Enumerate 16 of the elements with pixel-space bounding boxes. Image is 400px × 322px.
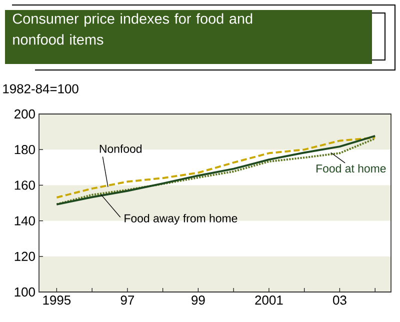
x-tick-label: 03: [333, 296, 346, 305]
x-tick-label: 97: [120, 296, 134, 305]
x-tick-label: 1995: [43, 296, 71, 305]
y-tick-label: 160: [14, 180, 35, 190]
series-label: Food at home: [316, 164, 386, 173]
x-tick-label: 99: [192, 296, 205, 305]
text: Food away from home: [124, 214, 238, 225]
chart-title: Consumer price indexes for food and nonfood items: [12, 13, 252, 45]
x-tick-label: 2001: [255, 296, 283, 305]
y-axis-title: 1982-84=100: [3, 84, 78, 94]
text: Nonfood: [100, 144, 142, 153]
y-tick-label: 120: [14, 252, 35, 261]
y-tick-label: 180: [14, 145, 35, 154]
y-tick-label: 140: [14, 216, 35, 226]
y-tick-label: 200: [14, 109, 35, 119]
y-tick-label: 100: [14, 287, 35, 297]
